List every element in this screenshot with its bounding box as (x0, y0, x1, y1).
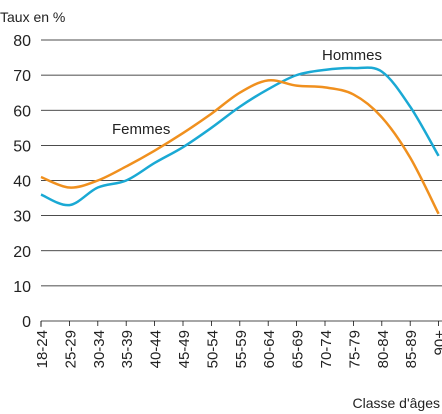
x-tick-label: 90+ (432, 330, 442, 356)
x-tick-label: 18-24 (34, 330, 51, 368)
x-tick-label: 50-54 (204, 330, 221, 368)
x-tick-label: 40-44 (148, 330, 165, 368)
y-tick-label: 10 (13, 279, 31, 296)
y-tick-label: 0 (22, 314, 31, 331)
x-tick-label: 80-84 (375, 330, 392, 368)
chart-title: Taux en % (0, 9, 65, 25)
series-label: Femmes (112, 121, 170, 138)
y-tick-label: 20 (13, 244, 31, 261)
x-tick-label: 25-29 (62, 330, 79, 368)
x-tick-label: 30-34 (91, 330, 108, 368)
y-tick-label: 40 (13, 174, 31, 191)
series-label: Hommes (322, 47, 382, 64)
x-tick-label: 60-64 (261, 330, 278, 368)
series-line (40, 78, 440, 215)
x-tick-label: 35-39 (119, 330, 136, 368)
series-line (40, 66, 440, 207)
x-tick-label: 85-89 (403, 330, 420, 368)
x-tick-label: 70-74 (318, 330, 335, 368)
y-tick-label: 60 (13, 103, 31, 120)
y-tick-label: 30 (13, 209, 31, 226)
y-tick-label: 50 (13, 138, 31, 155)
x-tick-label: 75-79 (346, 330, 363, 368)
x-tick-label: 45-49 (176, 330, 193, 368)
y-tick-label: 70 (13, 68, 31, 85)
x-axis-label: Classe d'âges (353, 395, 441, 411)
x-tick-label: 65-69 (290, 330, 307, 368)
x-tick-label: 55-59 (233, 330, 250, 368)
y-tick-label: 80 (13, 33, 31, 50)
